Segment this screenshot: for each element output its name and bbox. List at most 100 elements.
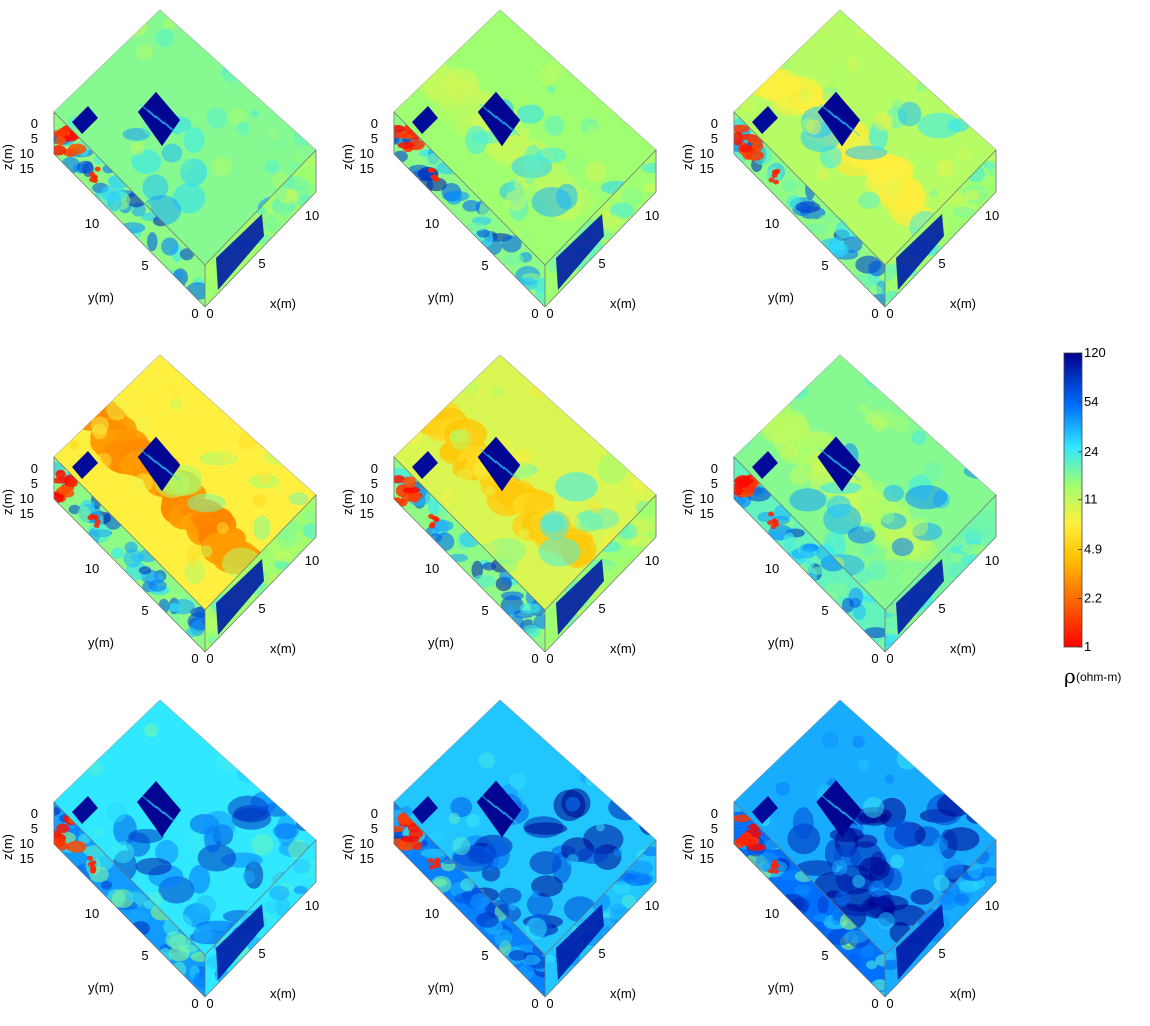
z-tick-label: 5: [711, 131, 718, 146]
x-axis-label: x(m): [950, 641, 976, 656]
z-tick-label: 5: [371, 821, 378, 836]
anomaly-block-left: [752, 106, 778, 134]
colorbar-tick-label: 4.9: [1084, 541, 1102, 556]
front-face: [54, 802, 205, 997]
front-face: [394, 802, 545, 997]
x-tick-label: 5: [598, 256, 605, 271]
z-tick-label: 10: [20, 491, 34, 506]
x-axis-label: x(m): [950, 986, 976, 1001]
z-tick-label: 5: [31, 476, 38, 491]
z-axis-label: z(m): [0, 144, 15, 170]
colorbar-tick-label: 2.2: [1084, 591, 1102, 606]
side-face: [545, 150, 656, 307]
x-tick-label: 0: [546, 306, 553, 321]
panel-5: 0 5 10 15 z(m) 0 5 10 y(m) 0 5 10 x(m): [340, 345, 680, 681]
z-tick-label: 0: [371, 116, 378, 131]
anomaly-block-center: [477, 91, 521, 147]
z-axis-label: z(m): [680, 144, 695, 170]
y-tick-label: 10: [765, 561, 779, 576]
anomaly-block-left: [412, 796, 438, 824]
z-tick-label: 15: [20, 851, 34, 866]
z-tick-label: 5: [371, 476, 378, 491]
x-axis-label: x(m): [950, 296, 976, 311]
z-tick-label: 10: [700, 146, 714, 161]
y-axis-label: y(m): [768, 635, 794, 650]
x-tick-label: 10: [305, 553, 319, 568]
colorbar-tick-label: 24: [1084, 444, 1098, 459]
front-face: [734, 112, 885, 307]
z-tick-label: 0: [371, 461, 378, 476]
y-axis-label: y(m): [88, 635, 114, 650]
anomaly-block-left: [72, 451, 98, 479]
x-axis-label: x(m): [610, 641, 636, 656]
z-tick-label: 0: [31, 116, 38, 131]
y-axis-label: y(m): [768, 290, 794, 305]
z-tick-label: 15: [20, 161, 34, 176]
y-axis-label: y(m): [88, 980, 114, 995]
anomaly-block-center: [477, 436, 521, 492]
x-tick-label: 10: [645, 898, 659, 913]
anomaly-block-center: [137, 91, 181, 147]
y-tick-label: 10: [425, 561, 439, 576]
x-tick-label: 0: [206, 306, 213, 321]
x-tick-label: 5: [258, 601, 265, 616]
x-tick-label: 0: [886, 651, 893, 666]
anomaly-block-left: [72, 796, 98, 824]
y-tick-label: 5: [141, 603, 148, 618]
x-tick-label: 5: [938, 256, 945, 271]
z-tick-label: 0: [31, 806, 38, 821]
panel-7: 0 5 10 15 z(m) 0 5 10 y(m) 0 5 10 x(m): [0, 690, 340, 1026]
y-tick-label: 0: [191, 651, 198, 666]
top-face: [54, 355, 316, 610]
z-tick-label: 0: [31, 461, 38, 476]
z-tick-label: 10: [20, 836, 34, 851]
y-tick-label: 10: [765, 216, 779, 231]
z-tick-label: 5: [31, 821, 38, 836]
x-tick-label: 0: [886, 306, 893, 321]
anomaly-block-left: [72, 106, 98, 134]
panel-4: 0 5 10 15 z(m) 0 5 10 y(m) 0 5 10 x(m): [0, 345, 340, 681]
z-axis-label: z(m): [340, 489, 355, 515]
top-face: [394, 10, 656, 265]
anomaly-block-center: [137, 436, 181, 492]
y-tick-label: 5: [141, 948, 148, 963]
z-tick-label: 10: [360, 146, 374, 161]
z-tick-label: 15: [700, 161, 714, 176]
colorbar-unit-symbol: ρ: [1064, 664, 1076, 688]
z-tick-label: 15: [360, 851, 374, 866]
y-tick-label: 5: [481, 948, 488, 963]
top-face: [394, 700, 656, 955]
colorbar-tick-label: 11: [1084, 492, 1098, 507]
front-face: [734, 802, 885, 997]
colorbar-tick-label: 120: [1084, 345, 1106, 360]
top-face: [54, 700, 316, 955]
z-tick-label: 10: [360, 491, 374, 506]
panel-6: 0 5 10 15 z(m) 0 5 10 y(m) 0 5 10 x(m): [680, 345, 1020, 681]
x-tick-label: 10: [985, 898, 999, 913]
z-tick-label: 0: [711, 461, 718, 476]
front-face: [394, 112, 545, 307]
y-tick-label: 10: [85, 906, 99, 921]
panel-2: 0 5 10 15 z(m) 0 5 10 y(m) 0 5 10 x(m): [340, 0, 680, 336]
x-tick-label: 5: [258, 256, 265, 271]
anomaly-block-left: [412, 106, 438, 134]
front-face: [54, 112, 205, 307]
colorbar-ticks: 120 54 24 11 4.9 2.2 1: [1078, 345, 1106, 654]
x-tick-label: 0: [886, 996, 893, 1011]
y-tick-label: 5: [821, 603, 828, 618]
colorbar: 120 54 24 11 4.9 2.2 1 ρ (ohm-m): [1063, 345, 1121, 688]
z-tick-label: 10: [700, 836, 714, 851]
anomaly-block-center: [476, 780, 522, 838]
y-tick-label: 0: [191, 996, 198, 1011]
colorbar-tick-label: 54: [1084, 394, 1098, 409]
y-axis-label: y(m): [428, 635, 454, 650]
x-tick-label: 5: [938, 601, 945, 616]
top-face: [734, 10, 996, 265]
x-axis-label: x(m): [610, 296, 636, 311]
x-tick-label: 5: [258, 946, 265, 961]
